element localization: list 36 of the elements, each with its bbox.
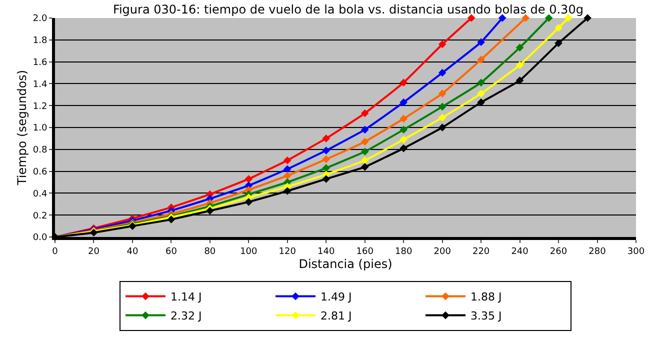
x-tick-label: 20 [88, 246, 100, 257]
chart-title: Figura 030-16: tiempo de vuelo de la bola vs. distancia usando bolas de 0.30g [112, 2, 584, 17]
x-tick-label: 40 [126, 246, 138, 257]
legend-label: 2.81 J [320, 310, 352, 323]
legend-label: 1.49 J [320, 290, 352, 304]
x-tick-label: 120 [278, 246, 296, 257]
x-tick-label: 80 [204, 246, 216, 257]
legend-label: 3.35 J [470, 310, 502, 323]
y-tick-label: 0.4 [32, 189, 48, 200]
y-tick-label: 0.2 [32, 211, 48, 222]
y-axis-title: Tiempo (segundos) [15, 70, 30, 186]
y-tick-label: 1.0 [32, 124, 48, 134]
x-tick-label: 280 [588, 246, 606, 257]
x-tick-label: 180 [395, 246, 412, 257]
x-axis-title: Distancia (pies) [298, 256, 392, 271]
y-tick-label: 0.8 [32, 146, 48, 156]
y-tick-label: 0.0 [32, 233, 48, 244]
x-tick-label: 140 [318, 246, 335, 257]
y-tick-label: 2.0 [32, 14, 48, 24]
legend-label: 2.32 J [170, 310, 202, 323]
y-tick-label: 1.2 [32, 102, 48, 112]
legend-label: 1.88 J [470, 290, 502, 304]
y-tick-label: 1.6 [32, 58, 48, 68]
y-tick-label: 1.8 [32, 36, 48, 46]
x-tick-label: 300 [627, 246, 645, 257]
x-tick-label: 60 [165, 246, 178, 257]
x-tick-label: 0 [52, 246, 58, 257]
x-tick-label: 220 [472, 246, 490, 257]
legend-label: 1.14 J [170, 290, 202, 304]
y-tick-label: 0.6 [32, 167, 48, 178]
y-tick-label: 1.4 [32, 80, 48, 90]
x-tick-label: 240 [511, 246, 529, 257]
x-tick-label: 160 [356, 246, 374, 257]
x-tick-label: 200 [434, 246, 452, 257]
x-tick-label: 100 [240, 246, 258, 257]
x-tick-label: 260 [550, 246, 568, 257]
